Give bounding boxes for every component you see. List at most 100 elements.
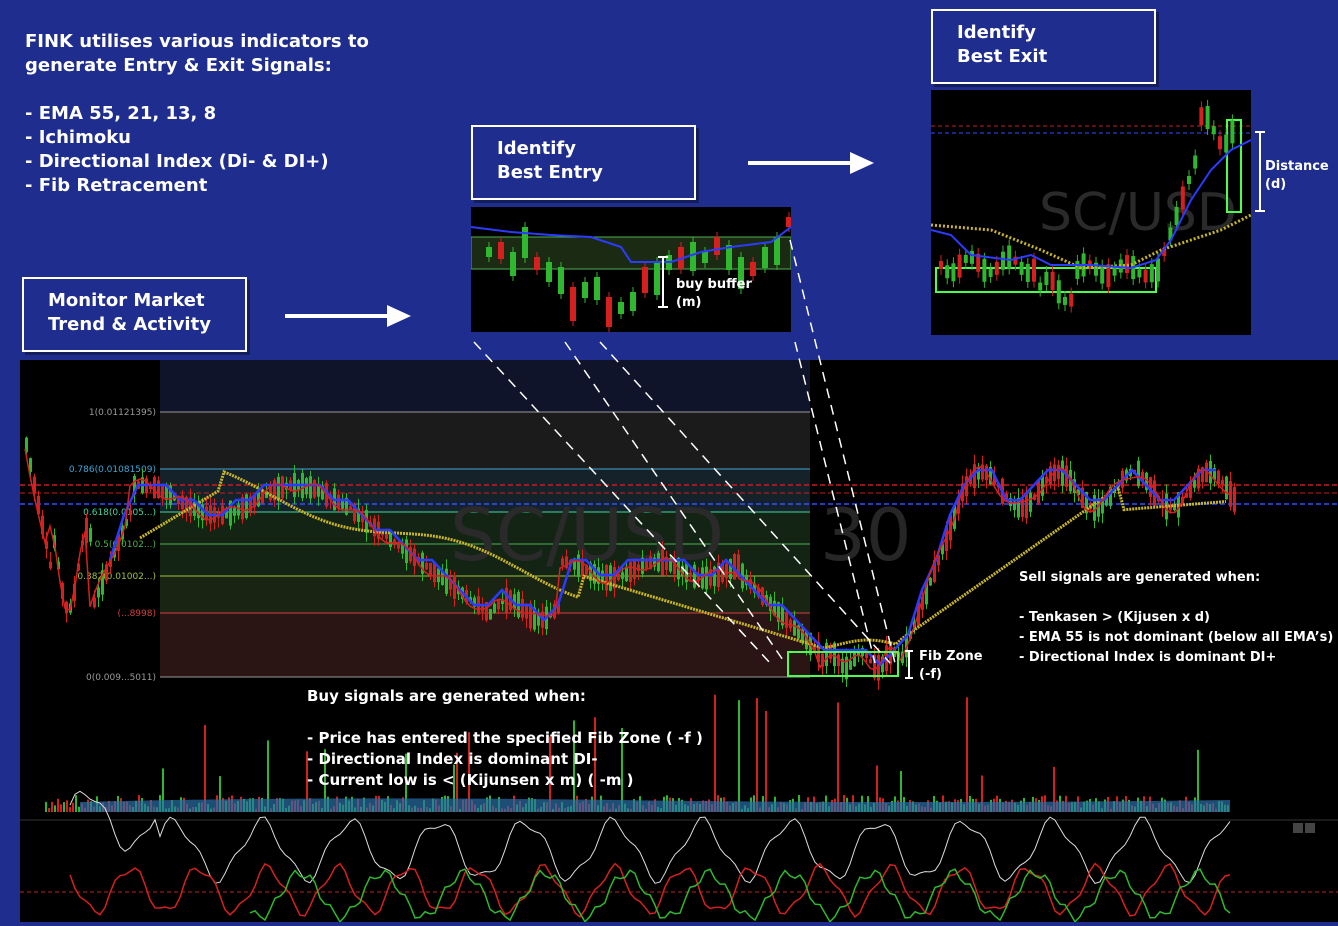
candle-body: [349, 506, 352, 511]
volume-bar: [306, 751, 308, 812]
candle-body: [1197, 468, 1200, 489]
candle-body: [229, 500, 232, 526]
candle-body: [969, 477, 972, 485]
candle-body: [1169, 505, 1172, 511]
volume-bar: [1197, 749, 1199, 812]
candle-body: [449, 578, 452, 590]
candle-body: [853, 652, 856, 667]
sell-signals-title: Sell signals are generated when:: [1019, 570, 1261, 585]
candle-body: [929, 577, 932, 586]
step-best-entry: Identify Best Entry: [471, 125, 696, 200]
candle-body: [977, 466, 980, 480]
step-label: Best Entry: [497, 162, 603, 183]
candle-body: [317, 484, 320, 497]
candle-body: [133, 476, 136, 495]
volume-bar: [324, 749, 326, 812]
candle-body: [321, 485, 324, 500]
candle-body: [197, 503, 200, 519]
intro-line: - Fib Retracement: [25, 175, 208, 196]
volume-bar: [756, 698, 758, 812]
candle-body: [1037, 479, 1040, 504]
candle-body: [341, 499, 344, 509]
candle-body: [725, 563, 728, 579]
candle-body: [1057, 464, 1060, 480]
candle-body: [185, 496, 188, 513]
candle-body: [1041, 474, 1044, 496]
candle-body: [109, 558, 112, 567]
candle-body: [105, 564, 108, 581]
volume-bar: [900, 770, 902, 812]
entry-chart-thumbnail: [470, 207, 792, 332]
candle-body: [253, 495, 256, 508]
candle-body: [153, 476, 156, 499]
candle-body: [629, 561, 632, 582]
candle-body: [37, 495, 40, 515]
intro-line: - Directional Index (Di- & DI+): [25, 151, 329, 172]
candle-body: [237, 504, 240, 516]
candle-body: [1149, 477, 1152, 497]
volume-bar: [72, 802, 74, 812]
volume-bar: [204, 725, 206, 812]
step-label: Identify: [957, 22, 1036, 43]
candle-body: [25, 437, 28, 453]
candle-body: [981, 464, 984, 480]
candle-body: [1101, 497, 1104, 514]
distance-label: Distance (d): [1265, 159, 1329, 192]
candle-body: [1097, 498, 1100, 517]
candle-body: [785, 612, 788, 628]
candle-body: [901, 651, 904, 664]
intro-line: - Ichimoku: [25, 127, 131, 148]
candle-body: [693, 564, 696, 588]
step-label: Identify: [497, 138, 576, 159]
volume-bar: [738, 700, 740, 812]
candle-body: [1137, 460, 1140, 487]
volume-bar: [621, 728, 623, 812]
candle-body: [61, 582, 64, 599]
volume-bar: [66, 800, 68, 812]
candle-body: [869, 659, 872, 664]
volume-bar: [981, 775, 983, 812]
candle-body: [89, 528, 92, 542]
candle-body: [385, 533, 388, 539]
volume-bar: [75, 795, 77, 812]
candle-body: [361, 514, 364, 523]
volume-bar: [573, 720, 575, 812]
candle-body: [497, 599, 500, 610]
candle-body: [1021, 498, 1024, 517]
candle-body: [1029, 492, 1032, 512]
candle-body: [245, 494, 248, 519]
candle-body: [97, 587, 100, 598]
fib-level-label: 0.618(0.0105...): [83, 508, 156, 518]
intro-line: FINK utilises various indicators to: [25, 31, 369, 52]
fib-level-label: (...8998): [117, 609, 156, 619]
volume-bar: [60, 804, 62, 812]
fib-level-label: 1(0.01121395): [89, 408, 156, 418]
candle-body: [633, 560, 636, 580]
volume-bar: [549, 736, 551, 812]
candle-body: [793, 620, 796, 636]
candle-body: [157, 480, 160, 499]
volume-bar: [69, 807, 71, 812]
candle-body: [1193, 479, 1196, 488]
candle-body: [605, 564, 608, 591]
buy-signal-item: - Current low is < (Kijunsen x m) ( -m ): [307, 771, 634, 789]
volume-bar: [876, 765, 878, 812]
candle-body: [257, 492, 260, 507]
candle-body: [1077, 489, 1080, 496]
candle-body: [621, 572, 624, 579]
candle-body: [129, 510, 132, 515]
candle-body: [1229, 481, 1232, 507]
candle-body: [401, 542, 404, 554]
candle-body: [1189, 481, 1192, 498]
candle-body: [689, 572, 692, 577]
candle-body: [1061, 460, 1064, 486]
volume-bar: [714, 694, 716, 812]
candle-body: [937, 554, 940, 566]
candle-body: [269, 484, 272, 501]
volume-bar: [63, 802, 65, 812]
candle-body: [841, 658, 844, 674]
candle-body: [421, 552, 424, 574]
volume-bar: [219, 776, 221, 812]
volume-bar: [966, 697, 968, 812]
candle-body: [1105, 497, 1108, 506]
